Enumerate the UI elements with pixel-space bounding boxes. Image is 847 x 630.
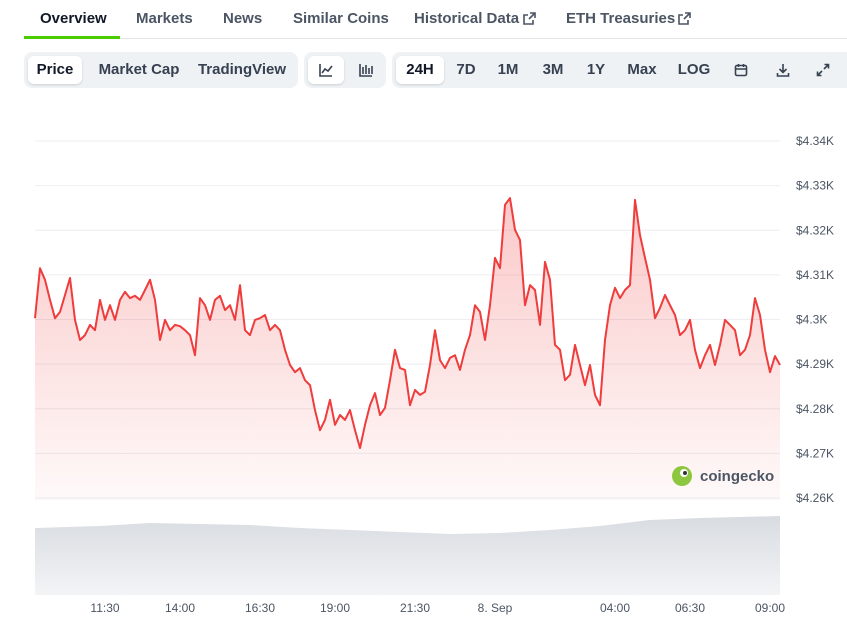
external-link-icon [678, 12, 691, 25]
watermark: coingecko [672, 466, 774, 486]
tab[interactable]: Similar Coins [293, 10, 389, 27]
x-tick-label: 19:00 [320, 601, 350, 615]
active-tab-underline [24, 36, 120, 39]
calendar-button[interactable] [724, 56, 758, 84]
y-tick-label: $4.31K [796, 268, 834, 282]
price-area [35, 198, 780, 500]
y-tick-label: $4.26K [796, 491, 834, 505]
y-tick-label: $4.34K [796, 134, 834, 148]
y-tick-label: $4.32K [796, 223, 834, 237]
range-button[interactable]: 24H [396, 56, 444, 84]
tab[interactable]: News [223, 10, 263, 27]
y-tick-label: $4.33K [796, 179, 834, 193]
range-group: 24H 7D 1M 3M 1Y Max LOG [392, 52, 847, 88]
chart: coingecko $4.26K $4.27K $4.28K $4.29K $4.3K $… [34, 134, 834, 615]
x-tick-label: 09:00 [755, 601, 785, 615]
x-tick-label: 11:30 [90, 601, 119, 615]
chart-type-group: Price Market Cap TradingView [24, 52, 298, 88]
chart-style-group [304, 52, 386, 88]
range-button[interactable]: 1M [497, 61, 519, 78]
download-button[interactable] [766, 56, 800, 84]
x-tick-label: 04:00 [600, 601, 630, 615]
volume-band [35, 516, 780, 595]
tab[interactable]: ETH Treasuries [566, 10, 676, 27]
y-tick-label: $4.29K [796, 357, 834, 371]
candle-icon [359, 64, 373, 77]
download-icon [776, 64, 790, 77]
x-tick-label: 21:30 [400, 601, 430, 615]
x-tick-label: 06:30 [675, 601, 705, 615]
range-button[interactable]: 3M [542, 61, 564, 78]
fullscreen-button[interactable] [806, 56, 840, 84]
range-button[interactable]: 1Y [586, 61, 606, 78]
chart-type-button[interactable]: Price [28, 56, 82, 84]
y-tick-label: $4.27K [796, 446, 834, 460]
tab[interactable]: Overview [40, 10, 107, 27]
range-button[interactable]: 7D [456, 61, 476, 78]
x-tick-label: 8. Sep [478, 601, 513, 615]
chart-type-button[interactable]: Market Cap [98, 61, 180, 78]
y-tick-label: $4.28K [796, 402, 834, 416]
price-line [34, 197, 781, 449]
chart-type-button[interactable]: TradingView [197, 61, 287, 78]
range-button[interactable]: LOG [677, 61, 711, 78]
external-link-icon [523, 12, 536, 25]
watermark-text: coingecko [700, 468, 774, 485]
x-tick-label: 14:00 [165, 601, 195, 615]
y-tick-label: $4.3K [796, 313, 827, 327]
calendar-icon [734, 64, 748, 77]
range-button[interactable]: Max [627, 61, 657, 78]
tab-bar: Overview Markets News Similar Coins Hist… [24, 0, 847, 39]
fullscreen-icon [816, 63, 830, 77]
line-icon [319, 64, 333, 77]
candle-style-button[interactable] [348, 56, 384, 84]
tab[interactable]: Markets [136, 10, 193, 27]
x-tick-label: 16:30 [245, 601, 275, 615]
tab[interactable]: Historical Data [414, 10, 520, 27]
line-style-button[interactable] [308, 56, 344, 84]
